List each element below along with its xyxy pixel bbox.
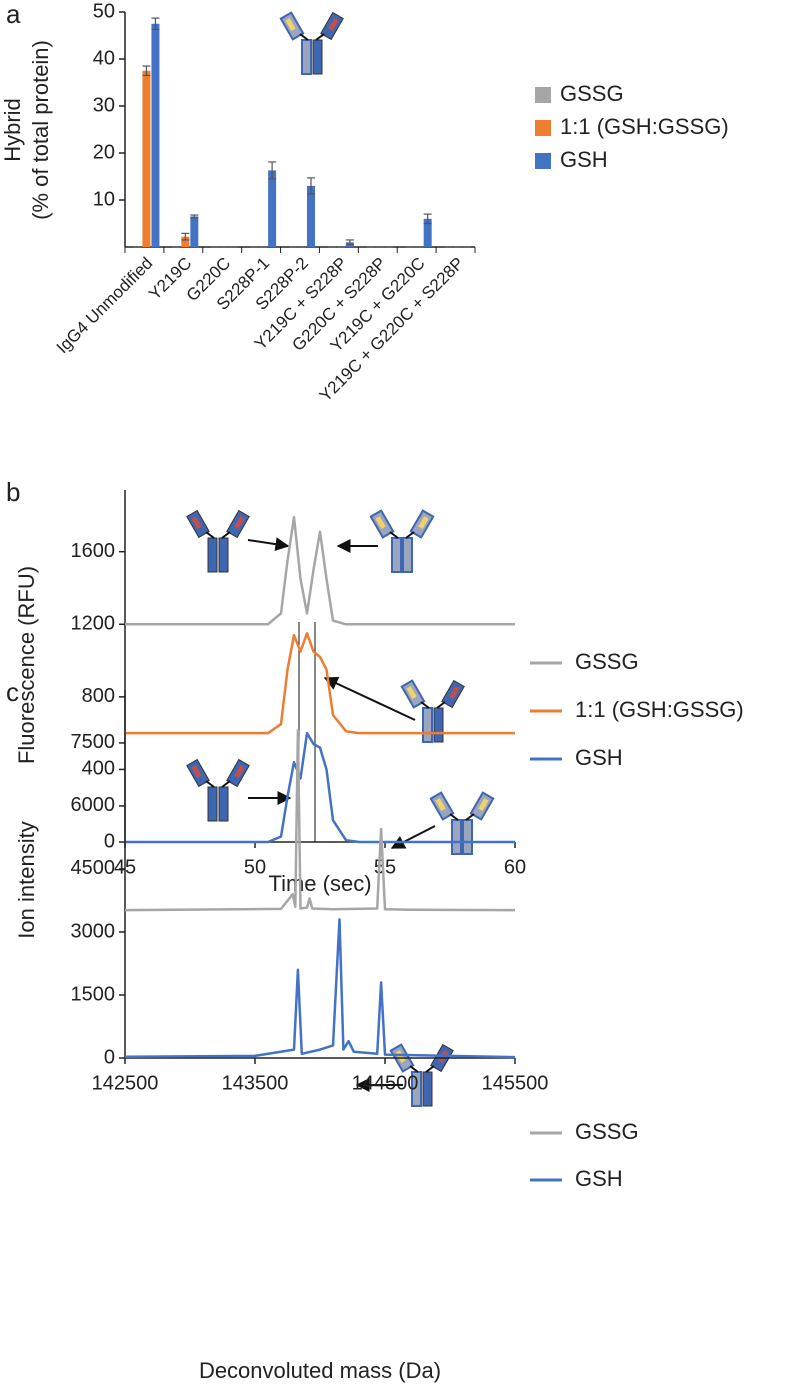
y-tick-label: 4500 xyxy=(71,857,116,879)
antibody-icon xyxy=(429,791,495,855)
arrow xyxy=(390,825,436,849)
legend-label: GSH xyxy=(560,147,608,172)
y-tick-label: 20 xyxy=(93,141,115,163)
y-axis-label: (% of total protein) xyxy=(28,40,53,220)
legend-label: GSSG xyxy=(575,649,639,674)
legend-label: GSH xyxy=(575,1166,623,1191)
panel-label: b xyxy=(6,477,20,507)
series-line xyxy=(124,918,516,1059)
y-tick-label: 3000 xyxy=(71,920,116,942)
arrow xyxy=(323,676,416,721)
bar xyxy=(268,170,277,247)
x-axis-label: Deconvoluted mass (Da) xyxy=(199,1358,441,1383)
series-line xyxy=(125,731,515,844)
y-axis-label: Fluorescence (RFU) xyxy=(14,566,39,764)
y-tick-label: 1200 xyxy=(71,613,116,635)
error-bar xyxy=(345,239,354,246)
legend-label: GSH xyxy=(575,745,623,770)
error-bar xyxy=(423,213,432,225)
y-tick-label: 10 xyxy=(93,188,115,210)
bar xyxy=(181,236,190,247)
bar xyxy=(307,185,315,247)
bar xyxy=(190,216,199,247)
y-tick-label: 40 xyxy=(93,47,115,69)
legend-swatch xyxy=(535,87,551,103)
x-axis-label: Time (sec) xyxy=(268,871,371,896)
panel-label: c xyxy=(6,677,19,707)
legend-label: 1:1 (GSH:GSSG) xyxy=(575,697,744,722)
y-tick-label: 400 xyxy=(82,758,115,780)
y-tick-label: 1500 xyxy=(71,983,116,1005)
y-tick-label: 0 xyxy=(104,1046,115,1068)
y-tick-label: 50 xyxy=(93,0,115,22)
y-tick-label: 30 xyxy=(93,94,115,116)
bar xyxy=(151,23,160,247)
x-tick-label: 142500 xyxy=(92,1072,159,1094)
legend-label: 1:1 (GSH:GSSG) xyxy=(560,114,729,139)
y-tick-label: 1600 xyxy=(71,540,116,562)
error-bar xyxy=(268,161,277,180)
error-bar xyxy=(307,177,315,195)
antibody-icon xyxy=(185,758,251,822)
x-tick-label: 143500 xyxy=(222,1072,289,1094)
y-tick-label: 800 xyxy=(82,685,115,707)
x-tick-label: IgG4 Unmodified xyxy=(53,254,157,358)
x-tick-label: 55 xyxy=(374,856,396,878)
antibody-icon xyxy=(279,11,345,75)
antibody-icon xyxy=(185,509,251,573)
y-tick-label: 0 xyxy=(104,830,115,852)
error-bar xyxy=(151,17,160,30)
error-bar xyxy=(181,232,190,241)
bar xyxy=(423,218,432,247)
y-axis-label: Hybrid xyxy=(0,98,25,162)
legend-swatch xyxy=(535,120,551,136)
legend-label: GSSG xyxy=(575,1119,639,1144)
legend-swatch xyxy=(535,153,551,169)
panel-label: a xyxy=(6,0,21,29)
arrow xyxy=(247,537,290,552)
x-tick-label: 60 xyxy=(504,856,526,878)
bar xyxy=(142,70,151,247)
series-line xyxy=(125,632,515,735)
y-axis-label: Ion intensity xyxy=(14,821,39,938)
error-bar xyxy=(190,214,199,219)
y-tick-label: 6000 xyxy=(71,794,116,816)
x-tick-label: 144500 xyxy=(352,1072,419,1094)
antibody-icon xyxy=(369,509,435,573)
x-tick-label: 50 xyxy=(244,856,266,878)
x-tick-label: 145500 xyxy=(482,1072,549,1094)
error-bar xyxy=(142,65,151,77)
series-line xyxy=(125,515,515,626)
y-tick-label: 7500 xyxy=(71,731,116,753)
legend-label: GSSG xyxy=(560,81,624,106)
series-line xyxy=(124,729,516,912)
